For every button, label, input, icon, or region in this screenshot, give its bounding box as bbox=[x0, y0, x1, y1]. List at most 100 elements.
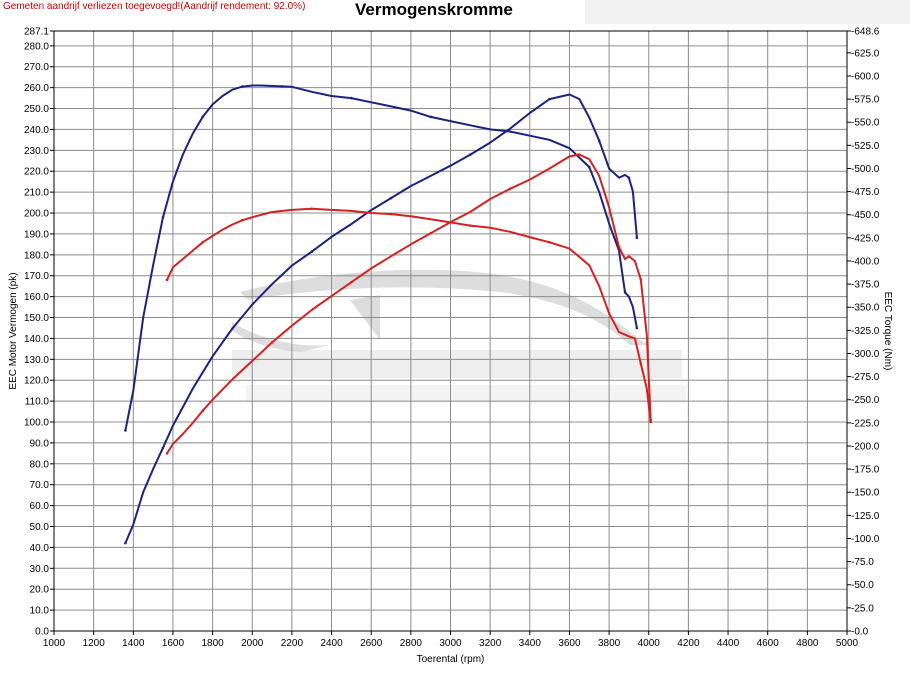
left-tick-label: 260.0 bbox=[24, 83, 49, 94]
data-point-red-torque bbox=[429, 231, 433, 235]
right-tick-label: -325.0 bbox=[851, 326, 880, 337]
right-tick-label: -0.0 bbox=[851, 627, 869, 638]
left-tick-label: 240.0 bbox=[24, 125, 49, 136]
title-strip bbox=[585, 0, 910, 24]
watermark-text-band bbox=[232, 350, 682, 378]
left-tick-label: 250.0 bbox=[24, 104, 49, 115]
right-tick-label: -375.0 bbox=[851, 280, 880, 291]
x-tick-label: 4200 bbox=[677, 638, 700, 649]
left-tick-label: 20.0 bbox=[30, 585, 50, 596]
left-tick-label: 50.0 bbox=[30, 522, 50, 533]
data-point-blue-torque bbox=[124, 541, 127, 545]
data-point-red-torque bbox=[617, 245, 621, 249]
left-tick-label: 200.0 bbox=[24, 209, 49, 220]
x-tick-label: 4800 bbox=[796, 638, 819, 649]
x-tick-label: 1200 bbox=[83, 638, 106, 649]
x-tick-label: 4600 bbox=[757, 638, 780, 649]
data-point-blue-torque bbox=[389, 196, 393, 200]
left-tick-label: 180.0 bbox=[24, 250, 49, 261]
right-axis-ticks: -0.0 -25.0 -50.0 -75.0 -100.0 -125.0 -150.0 -17… bbox=[847, 27, 880, 638]
right-tick-label: -250.0 bbox=[851, 395, 880, 406]
right-tick-label: -25.0 bbox=[851, 603, 874, 614]
grid bbox=[53, 30, 848, 632]
data-point-red-power bbox=[389, 212, 393, 216]
x-tick-label: 3000 bbox=[439, 638, 462, 649]
data-point-red-power bbox=[310, 207, 314, 211]
x-tick-label: 1600 bbox=[162, 638, 185, 649]
right-tick-label: -225.0 bbox=[851, 418, 880, 429]
data-point-blue-power bbox=[635, 326, 639, 330]
left-tick-label: 80.0 bbox=[30, 459, 50, 470]
x-tick-label: 3400 bbox=[519, 638, 542, 649]
x-tick-label: 3800 bbox=[598, 638, 621, 649]
watermark-logo bbox=[232, 269, 686, 403]
data-point-blue-power bbox=[588, 165, 591, 169]
left-tick-label: 0.0 bbox=[35, 627, 49, 638]
right-tick-label: -150.0 bbox=[851, 488, 880, 499]
series-line-red-power bbox=[166, 207, 652, 423]
right-tick-label: -100.0 bbox=[851, 534, 880, 545]
right-tick-label: -600.0 bbox=[851, 71, 880, 82]
right-tick-label: -550.0 bbox=[851, 118, 880, 129]
data-point-blue-torque bbox=[231, 327, 234, 330]
data-point-red-power bbox=[469, 224, 472, 227]
left-tick-label: 160.0 bbox=[24, 292, 49, 303]
right-tick-label: -400.0 bbox=[851, 256, 880, 267]
left-tick-label: 60.0 bbox=[30, 501, 50, 512]
x-tick-label: 1000 bbox=[43, 638, 66, 649]
left-tick-label: 110.0 bbox=[25, 397, 50, 408]
x-tick-label: 4400 bbox=[717, 638, 740, 649]
note-text: Gemeten aandrijf verliezen toegevoegd!(A… bbox=[3, 1, 306, 12]
data-point-blue-torque bbox=[469, 153, 472, 156]
data-point-blue-torque bbox=[635, 236, 639, 240]
data-point-blue-power bbox=[350, 96, 353, 100]
left-tick-label: 190.0 bbox=[24, 229, 49, 240]
right-axis-label: EEC Torque (Nm) bbox=[882, 292, 893, 371]
right-tick-label: -175.0 bbox=[851, 465, 880, 476]
left-tick-label: 287.1 bbox=[24, 27, 49, 38]
data-point-blue-torque bbox=[161, 446, 165, 450]
data-point-blue-power bbox=[623, 291, 627, 294]
left-tick-label: 280.0 bbox=[24, 41, 49, 52]
data-point-red-power bbox=[201, 241, 204, 244]
left-tick-label: 120.0 bbox=[24, 376, 49, 387]
series-line-blue-power bbox=[124, 84, 638, 432]
data-point-red-power bbox=[607, 312, 611, 315]
data-point-red-torque bbox=[201, 409, 204, 413]
data-point-blue-torque bbox=[548, 97, 551, 101]
data-point-red-torque bbox=[508, 187, 512, 191]
right-tick-label: -648.6 bbox=[851, 27, 880, 38]
left-tick-label: 90.0 bbox=[30, 438, 50, 449]
watermark-subtext-band bbox=[246, 385, 686, 403]
x-tick-label: 2800 bbox=[400, 638, 423, 649]
right-tick-label: -50.0 bbox=[851, 580, 874, 591]
x-tick-label: 1800 bbox=[201, 638, 224, 649]
data-point-blue-power bbox=[280, 85, 284, 88]
data-point-blue-torque bbox=[310, 250, 314, 253]
data-point-red-torque bbox=[165, 452, 169, 455]
series-line-red-torque bbox=[166, 153, 652, 455]
right-tick-label: -575.0 bbox=[851, 95, 880, 106]
left-tick-label: 170.0 bbox=[24, 271, 49, 282]
data-point-blue-power bbox=[124, 429, 127, 432]
right-tick-label: -475.0 bbox=[851, 187, 880, 198]
left-tick-label: 100.0 bbox=[24, 418, 49, 429]
x-tick-label: 5000 bbox=[836, 638, 859, 649]
data-point-red-torque bbox=[350, 280, 353, 284]
right-tick-label: -350.0 bbox=[851, 303, 880, 314]
left-tick-label: 130.0 bbox=[24, 355, 49, 366]
data-point-blue-power bbox=[429, 115, 433, 119]
left-axis-label: EEC Motor Vermogen (pk) bbox=[8, 272, 19, 389]
data-point-red-torque bbox=[270, 341, 274, 344]
data-point-blue-power bbox=[241, 85, 244, 88]
x-tick-label: 2200 bbox=[281, 638, 304, 649]
data-point-blue-power bbox=[201, 115, 204, 119]
chart-title: Vermogenskromme bbox=[355, 0, 513, 19]
right-tick-label: -525.0 bbox=[851, 141, 880, 152]
left-tick-label: 270.0 bbox=[24, 62, 49, 73]
x-axis-label: Toerental (rpm) bbox=[417, 654, 485, 665]
data-point-blue-power bbox=[161, 215, 165, 219]
data-point-red-torque bbox=[578, 153, 581, 156]
right-tick-label: -425.0 bbox=[851, 233, 880, 244]
left-tick-label: 150.0 bbox=[24, 313, 49, 324]
